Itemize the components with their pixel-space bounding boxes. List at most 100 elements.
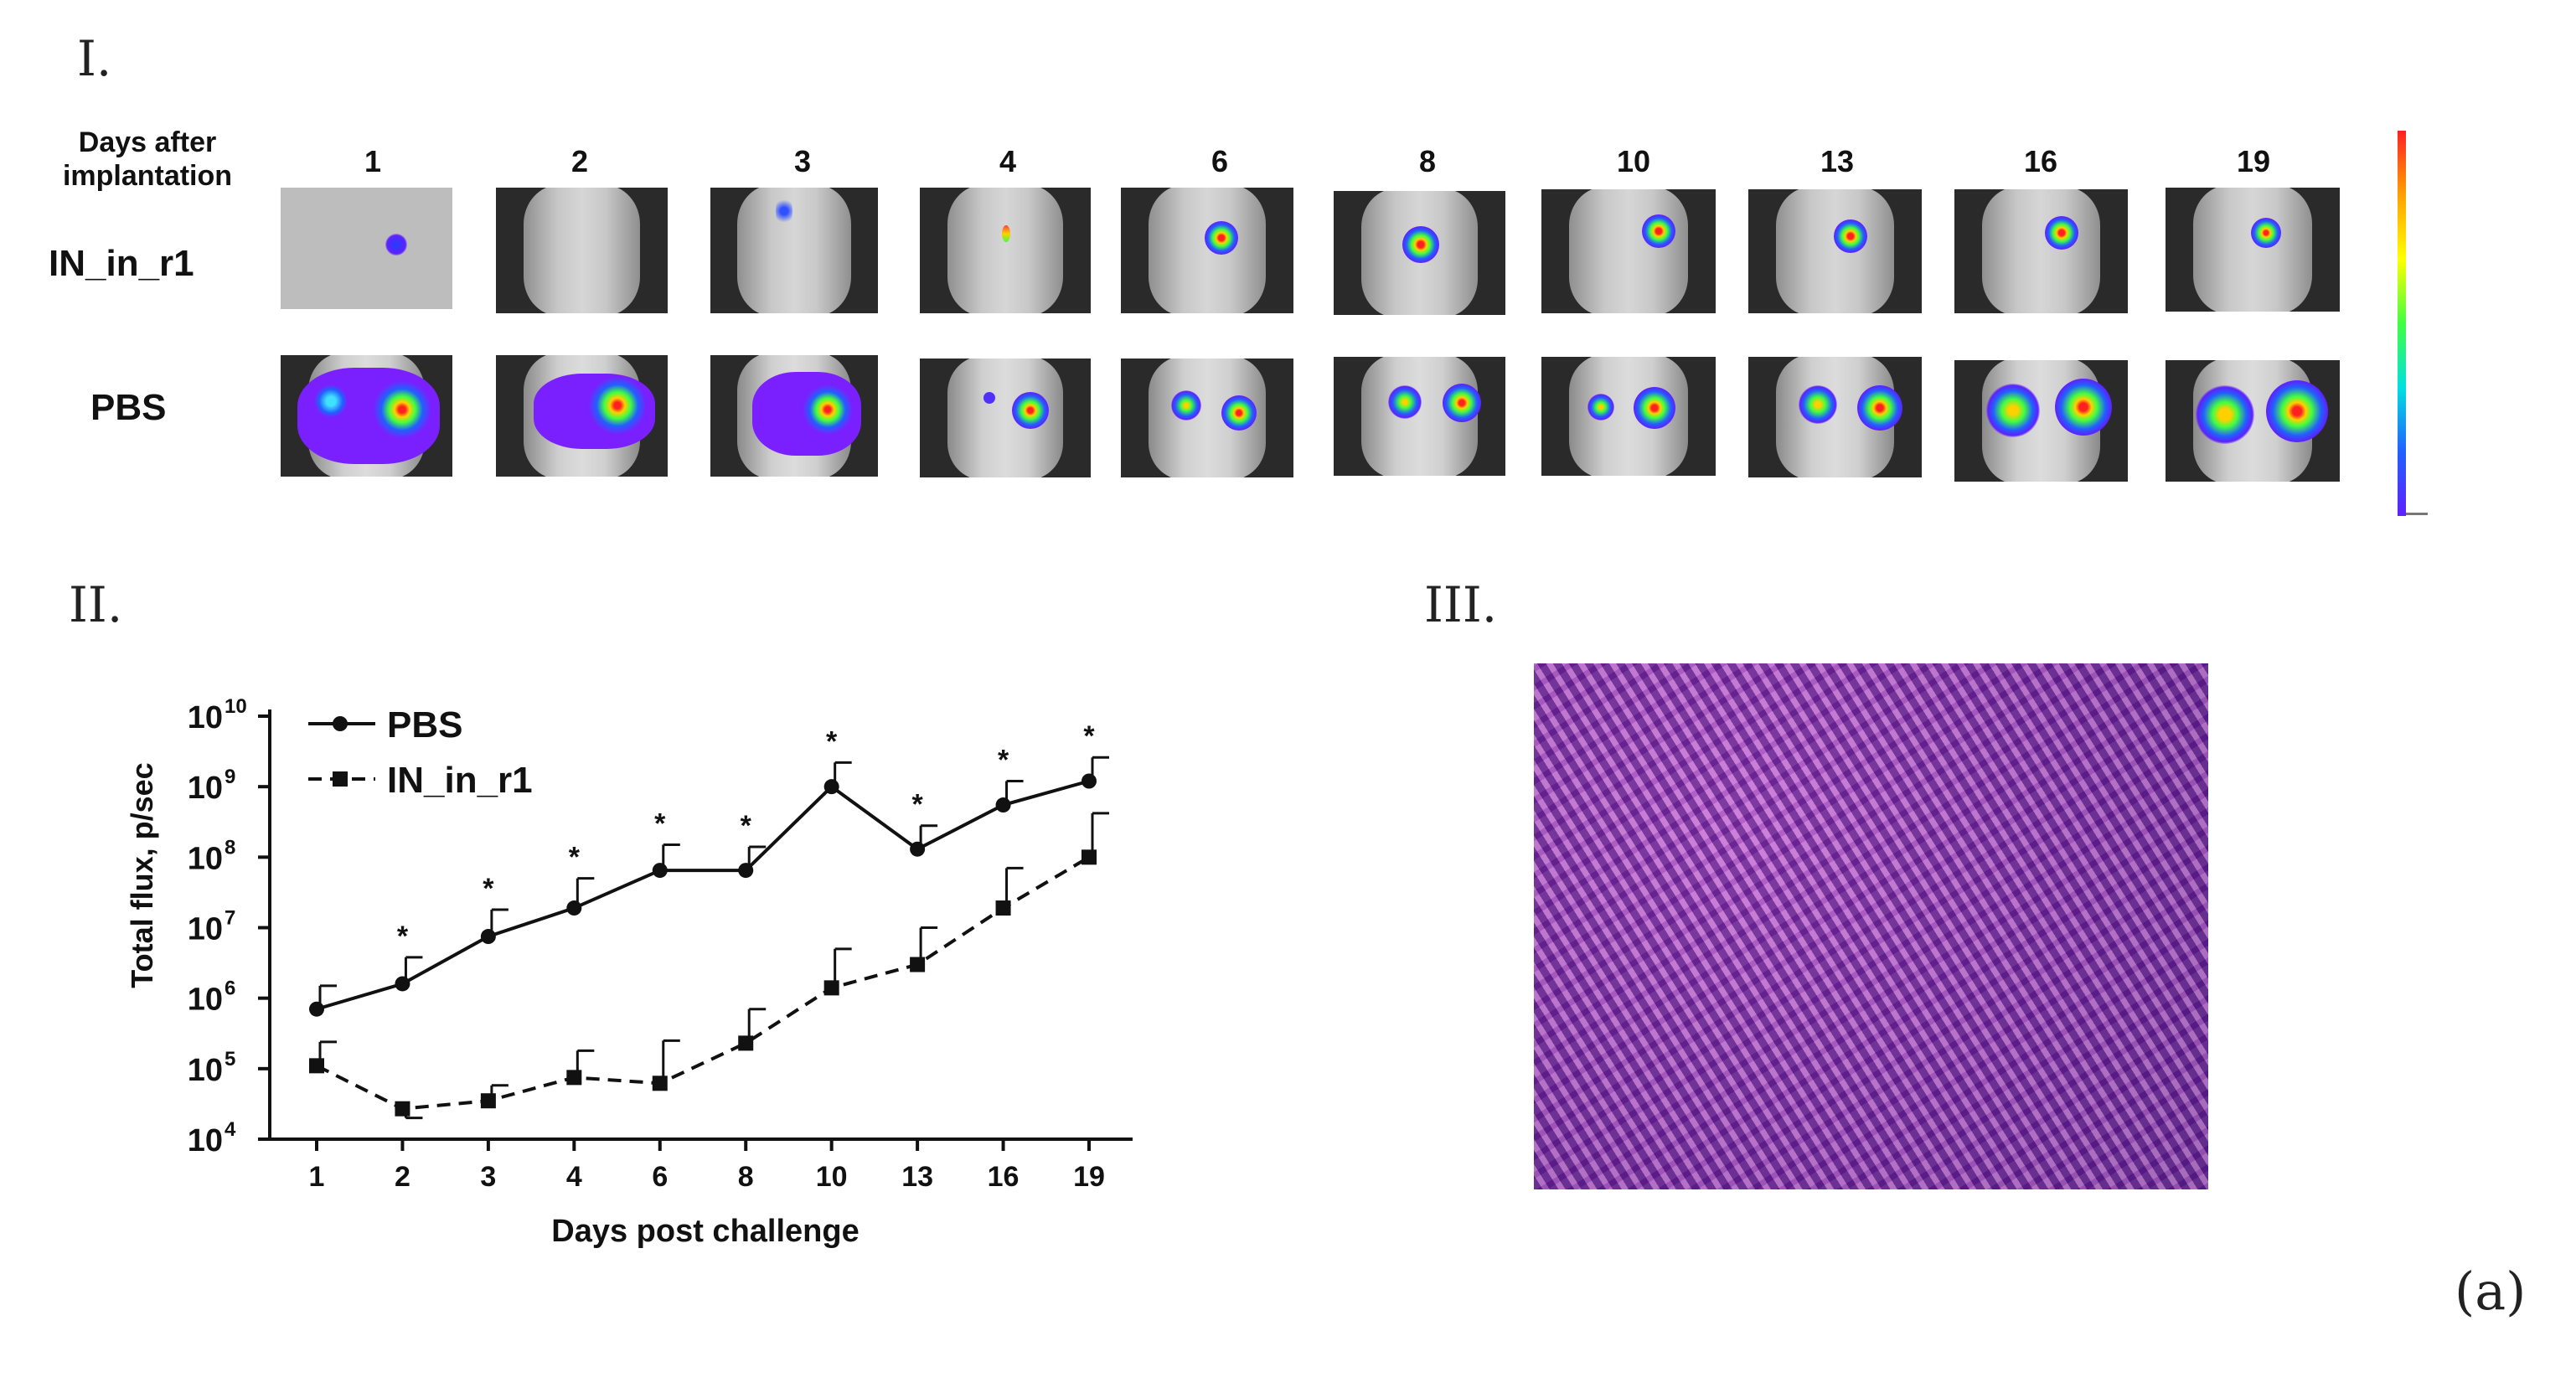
day-header: 6 <box>1211 144 1229 178</box>
data-point <box>566 1070 582 1086</box>
significance-marker: * <box>654 808 666 840</box>
mouse-image <box>1334 191 1505 315</box>
signal-spot <box>2196 385 2254 444</box>
data-point <box>395 1101 410 1117</box>
data-point <box>566 900 582 916</box>
mouse-image <box>710 355 878 477</box>
y-tick-label: 10 <box>188 983 223 1018</box>
significance-marker: * <box>998 745 1009 776</box>
mouse-image <box>496 188 668 313</box>
signal-spot <box>1388 385 1422 419</box>
signal-spot <box>1857 385 1902 431</box>
y-tick-label: 10 <box>188 1053 223 1088</box>
y-tick-exponent: 6 <box>225 978 235 1000</box>
signal-spot <box>1834 219 1867 253</box>
y-tick-exponent: 7 <box>225 907 235 930</box>
row-label-pbs: PBS <box>90 387 167 428</box>
day-header: 8 <box>1418 144 1437 178</box>
significance-marker: * <box>826 725 838 757</box>
signal-spot <box>803 384 853 435</box>
legend-marker <box>333 716 348 731</box>
mouse-image <box>1121 359 1293 477</box>
signal-spot <box>1443 384 1481 422</box>
data-point <box>1082 773 1097 789</box>
signal-spot <box>1012 392 1049 429</box>
y-tick-label: 10 <box>188 700 223 735</box>
signal-spot <box>776 194 792 228</box>
series-line-pbs <box>316 779 1090 1011</box>
significance-marker: * <box>569 842 581 874</box>
data-point <box>1082 849 1097 865</box>
mouse-image <box>1334 357 1505 476</box>
day-header: 19 <box>2236 144 2271 178</box>
legend-marker <box>333 771 348 787</box>
data-point <box>823 779 839 795</box>
imaging-header: Days after implantation <box>47 126 248 193</box>
signal-spot <box>1587 394 1614 420</box>
data-point <box>652 863 668 879</box>
day-header: 4 <box>999 144 1017 178</box>
day-header: 13 <box>1820 144 1855 178</box>
x-tick-label: 13 <box>901 1161 933 1193</box>
signal-spot <box>1986 384 2040 437</box>
data-point <box>995 797 1011 813</box>
imaging-header-line1: Days after <box>78 126 217 158</box>
data-point <box>395 976 410 992</box>
signal-spot <box>385 234 407 255</box>
color-scale-bar <box>2398 131 2406 516</box>
day-header: 10 <box>1616 144 1651 178</box>
significance-marker: * <box>397 921 409 952</box>
mouse-image <box>920 359 1091 477</box>
signal-spot <box>1799 385 1837 424</box>
legend-label: IN_in_r1 <box>387 760 533 801</box>
y-tick-exponent: 10 <box>225 695 247 718</box>
y-tick-label: 10 <box>188 841 223 876</box>
significance-marker: * <box>911 789 923 821</box>
x-axis-label: Days post challenge <box>551 1214 859 1249</box>
day-header: 1 <box>364 144 382 178</box>
mouse-image <box>1541 189 1716 313</box>
signal-spot <box>373 380 431 439</box>
significance-marker: * <box>741 810 752 842</box>
significance-marker: * <box>483 873 494 905</box>
y-tick-label: 10 <box>188 912 223 947</box>
mouse-image <box>1954 360 2128 482</box>
signal-spot <box>1171 390 1201 420</box>
mouse-image <box>281 355 452 477</box>
signal-spot <box>314 384 348 418</box>
data-point <box>652 1076 668 1091</box>
mouse-image <box>1541 357 1716 476</box>
signal-spot <box>983 392 995 404</box>
series-line-in-in-r1 <box>316 855 1091 1111</box>
histology-image <box>1534 663 2208 1189</box>
data-point <box>480 929 496 945</box>
signal-spot <box>2266 380 2328 442</box>
x-tick-label: 6 <box>652 1161 668 1193</box>
signal-spot <box>2251 218 2281 248</box>
y-tick-exponent: 4 <box>225 1118 236 1141</box>
data-point <box>738 1035 754 1051</box>
data-point <box>995 900 1011 916</box>
x-tick-label: 8 <box>738 1161 754 1193</box>
x-tick-label: 10 <box>816 1161 848 1193</box>
signal-spot <box>2045 216 2078 250</box>
y-axis-label: Total flux, p/sec <box>125 762 159 988</box>
mouse-image <box>1748 357 1922 477</box>
color-scale-tick <box>2406 513 2428 515</box>
signal-spot <box>588 376 647 435</box>
signal-spot <box>1205 221 1238 255</box>
day-header: 16 <box>2023 144 2058 178</box>
y-tick-exponent: 5 <box>225 1048 235 1070</box>
mouse-image <box>1121 188 1293 313</box>
y-tick-label: 10 <box>188 1123 223 1158</box>
data-point <box>910 957 926 972</box>
signal-spot <box>1221 395 1257 431</box>
x-tick-label: 3 <box>480 1161 496 1193</box>
day-header: 2 <box>570 144 589 178</box>
x-tick-label: 1 <box>309 1161 325 1193</box>
signal-spot <box>2055 379 2112 436</box>
mouse-image <box>496 355 668 477</box>
data-point <box>309 1001 324 1017</box>
